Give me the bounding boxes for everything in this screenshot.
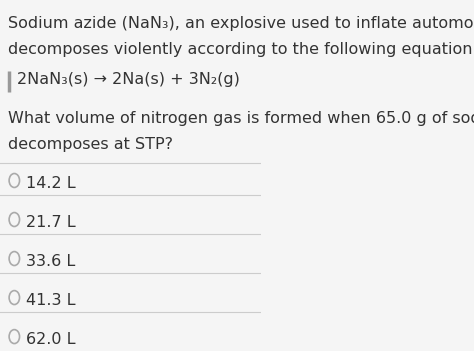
Text: 62.0 L: 62.0 L bbox=[26, 332, 75, 347]
Text: 41.3 L: 41.3 L bbox=[26, 293, 75, 309]
Text: 33.6 L: 33.6 L bbox=[26, 254, 75, 269]
Text: 14.2 L: 14.2 L bbox=[26, 176, 76, 191]
Text: 21.7 L: 21.7 L bbox=[26, 215, 76, 230]
Text: Sodium azide (NaN₃), an explosive used to inflate automobile air bags,: Sodium azide (NaN₃), an explosive used t… bbox=[8, 16, 474, 31]
Text: 2NaN₃(s) → 2Na(s) + 3N₂(g): 2NaN₃(s) → 2Na(s) + 3N₂(g) bbox=[17, 72, 240, 87]
Text: decomposes at STP?: decomposes at STP? bbox=[8, 137, 173, 152]
Text: What volume of nitrogen gas is formed when 65.0 g of sodium azide: What volume of nitrogen gas is formed wh… bbox=[8, 111, 474, 126]
Text: decomposes violently according to the following equation:: decomposes violently according to the fo… bbox=[8, 42, 474, 57]
